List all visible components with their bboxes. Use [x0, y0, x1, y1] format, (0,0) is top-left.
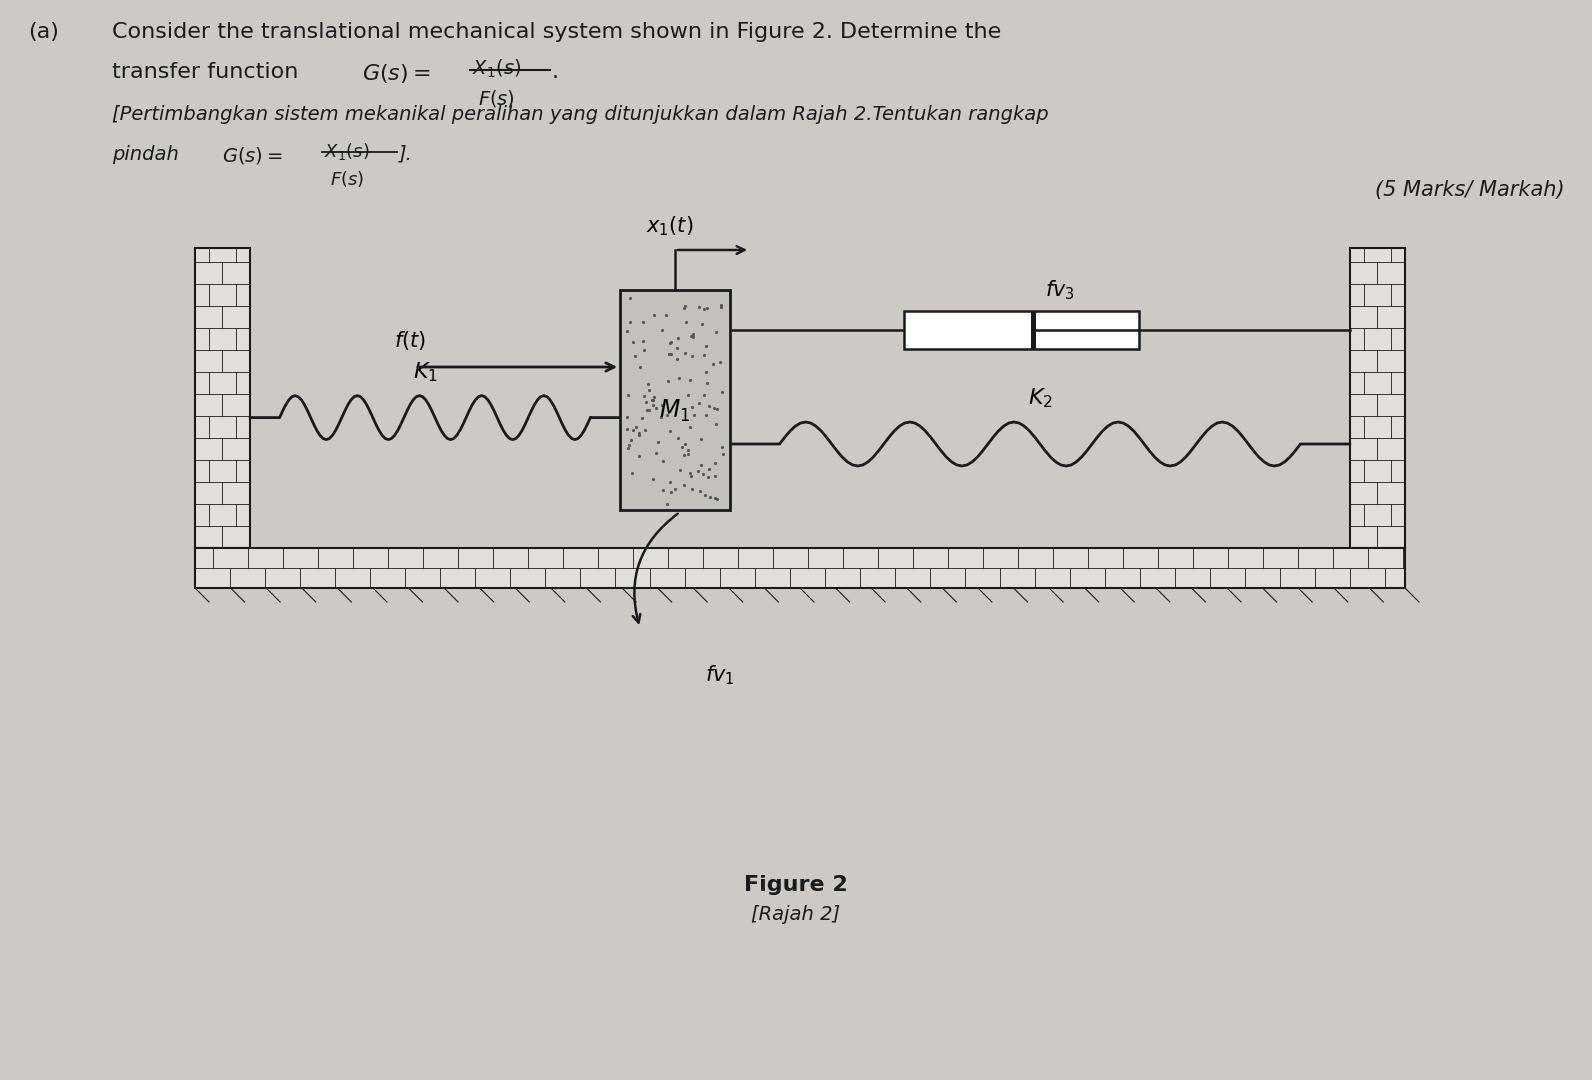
Text: $G(s) =$: $G(s) =$ [361, 62, 431, 85]
Text: .: . [552, 62, 559, 82]
Text: $x_1(t)$: $x_1(t)$ [646, 215, 694, 238]
Bar [194, 548, 1406, 588]
Text: $F(s)$: $F(s)$ [478, 87, 514, 109]
Text: $X_1(s)$: $X_1(s)$ [471, 58, 521, 80]
Text: [Rajah 2]: [Rajah 2] [751, 905, 841, 924]
Text: $fv_1$: $fv_1$ [705, 663, 734, 687]
Text: $M_1$: $M_1$ [659, 397, 691, 424]
Text: $f(t)$: $f(t)$ [393, 329, 427, 352]
Text: $K_2$: $K_2$ [1027, 387, 1052, 410]
Text: (5 Marks/ Markah): (5 Marks/ Markah) [1375, 180, 1565, 200]
Bar [194, 248, 250, 548]
Bar [1350, 248, 1406, 548]
Text: (a): (a) [29, 22, 59, 42]
Bar [619, 291, 731, 510]
Text: $F(s)$: $F(s)$ [330, 168, 365, 189]
Bar [904, 311, 1140, 349]
Text: pindah: pindah [111, 145, 178, 164]
Text: $G(s) =$: $G(s) =$ [221, 145, 283, 166]
Text: [Pertimbangkan sistem mekanikal peralihan yang ditunjukkan dalam Rajah 2.Tentuka: [Pertimbangkan sistem mekanikal peraliha… [111, 105, 1049, 124]
Text: Figure 2: Figure 2 [743, 875, 849, 895]
Text: $X_1(s)$: $X_1(s)$ [325, 141, 369, 162]
Text: transfer function: transfer function [111, 62, 306, 82]
Text: Consider the translational mechanical system shown in Figure 2. Determine the: Consider the translational mechanical sy… [111, 22, 1001, 42]
Text: ].: ]. [400, 145, 412, 164]
Text: $fv_3$: $fv_3$ [1044, 278, 1075, 301]
Text: $K_1$: $K_1$ [412, 360, 438, 383]
